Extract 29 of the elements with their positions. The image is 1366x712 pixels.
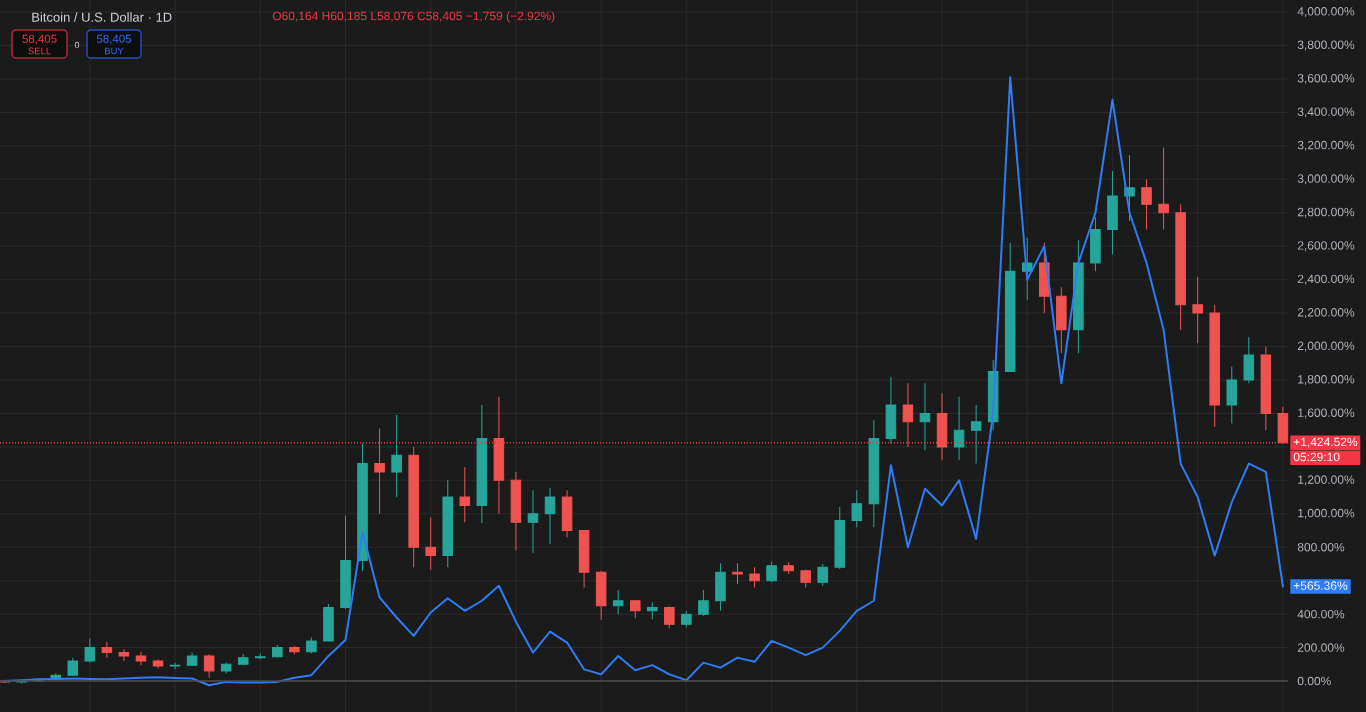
- text: 05:29:10: [1293, 452, 1340, 462]
- y-tick-label: 1,600.00%: [1298, 408, 1355, 419]
- y-tick-label: 3,400.00%: [1297, 107, 1355, 118]
- y-tick-label: 3,200.00%: [1297, 140, 1355, 151]
- text: +565.36%: [1293, 581, 1348, 590]
- y-tick-label: 800.00%: [1297, 542, 1345, 552]
- annotation: 58,405: [96, 34, 132, 45]
- y-tick-label: 0.00%: [1297, 676, 1331, 686]
- y-tick-label: 3,600.00%: [1297, 73, 1355, 84]
- y-tick-label: 3,800.00%: [1297, 40, 1355, 51]
- y-tick-label: 2,400.00%: [1297, 274, 1355, 285]
- annotation: O60,164 H60,185 L58,076 C58,405 −1,759 (−2.92%): [272, 11, 555, 23]
- y-tick-label: 400.00%: [1297, 609, 1345, 619]
- y-tick-label: 3,000.00%: [1297, 174, 1355, 185]
- annotation: 58,405: [22, 34, 57, 45]
- annotation: SELL: [28, 47, 51, 55]
- y-tick-label: 200.00%: [1297, 643, 1345, 652]
- text: Bitcoin / U.S. Dollar · 1D: [32, 12, 172, 22]
- y-tick-label: 1,000.00%: [1298, 508, 1355, 519]
- y-tick-label: 2,600.00%: [1297, 241, 1355, 252]
- annotation: BUY: [105, 47, 124, 55]
- y-tick-label: 2,000.00%: [1297, 341, 1355, 352]
- ref-line-label: +1,424.52%: [1293, 437, 1358, 448]
- y-tick-label: 1,800.00%: [1298, 375, 1355, 385]
- y-tick-label: 4,000.00%: [1297, 7, 1355, 17]
- annotation: 0: [74, 41, 80, 49]
- y-tick-label: 2,200.00%: [1297, 308, 1355, 319]
- y-tick-label: 1,200.00%: [1298, 475, 1355, 486]
- y-tick-label: 2,800.00%: [1297, 207, 1355, 218]
